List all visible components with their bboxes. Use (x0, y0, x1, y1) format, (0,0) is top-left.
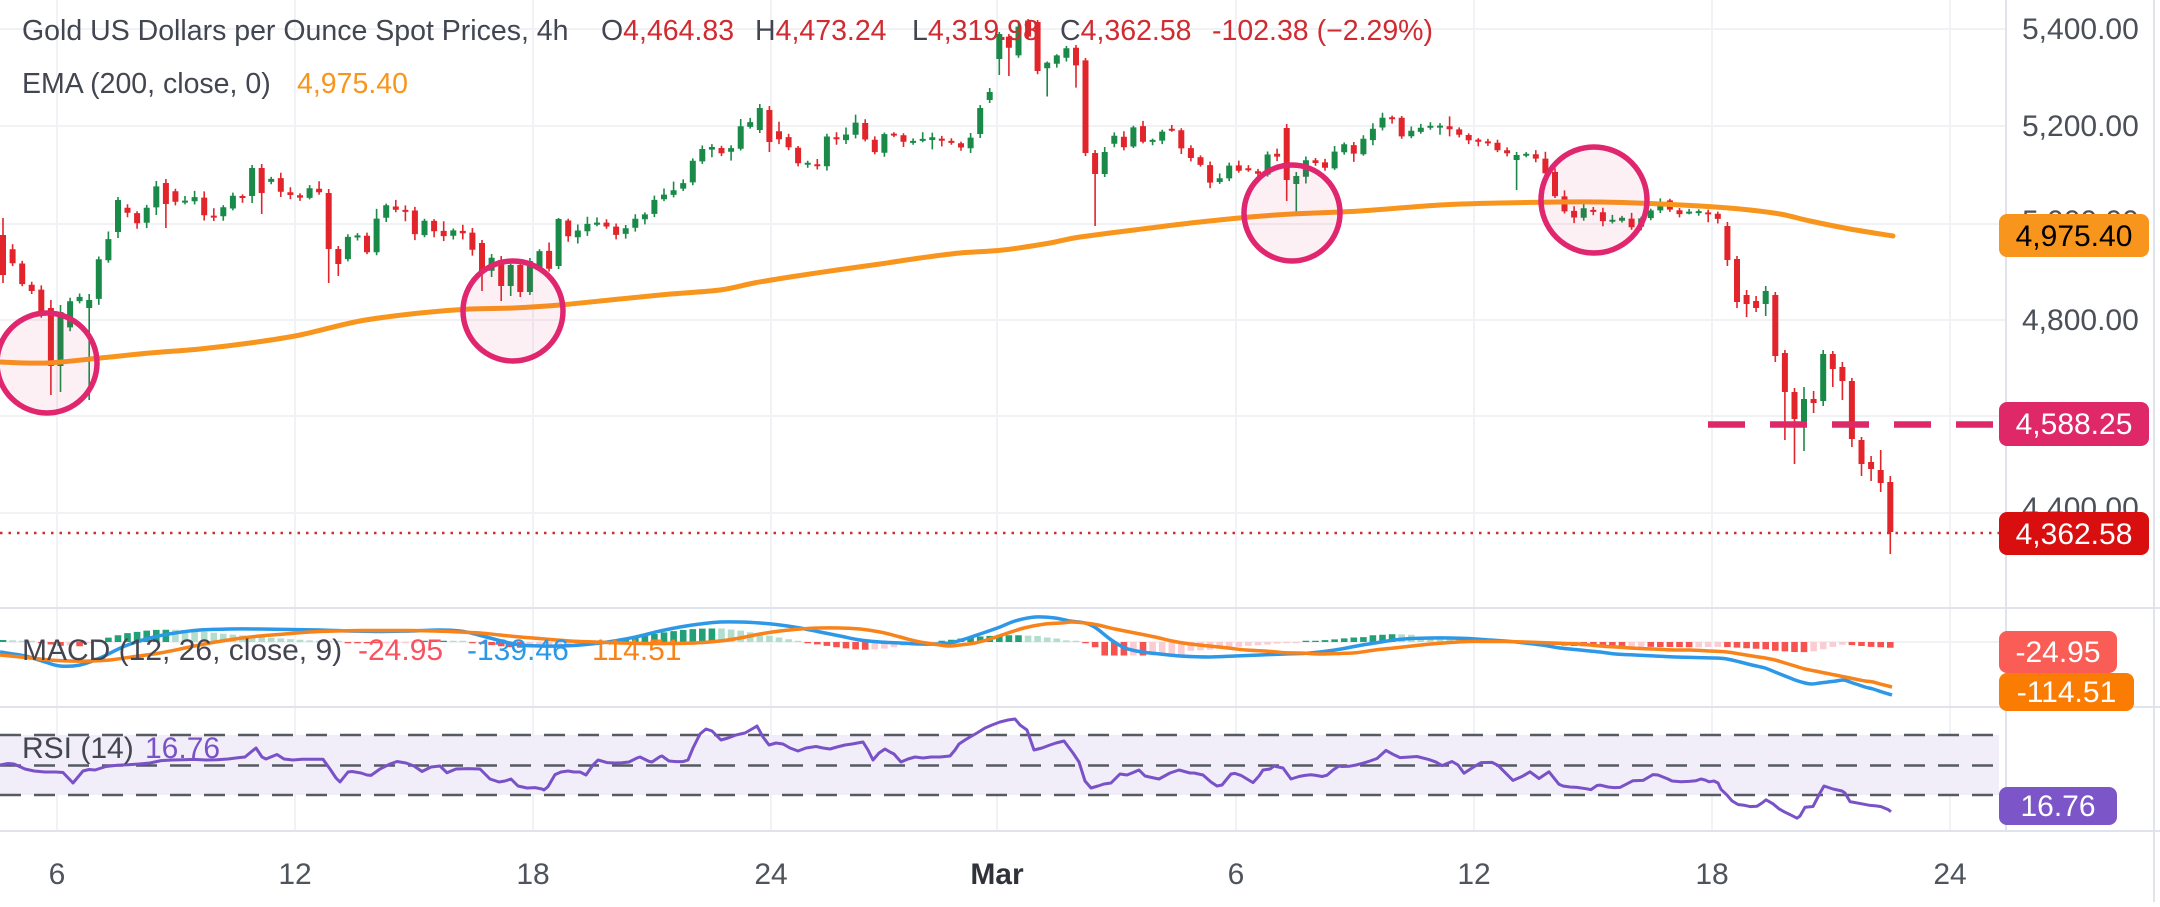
svg-text:12: 12 (1457, 858, 1490, 891)
svg-text:16.76: 16.76 (2020, 790, 2095, 823)
svg-text:4,975.40: 4,975.40 (2016, 220, 2133, 253)
svg-text:-114.51: -114.51 (2017, 676, 2117, 709)
svg-text:18: 18 (1695, 858, 1728, 891)
svg-text:Mar: Mar (970, 858, 1024, 891)
svg-text:Gold US Dollars per Ounce Spot: Gold US Dollars per Ounce Spot Prices, 4… (22, 15, 1433, 47)
svg-text:-24.95: -24.95 (2015, 636, 2100, 669)
svg-text:12: 12 (278, 858, 311, 891)
svg-text:18: 18 (516, 858, 549, 891)
svg-text:5,200.00: 5,200.00 (2022, 110, 2139, 143)
svg-text:4,588.25: 4,588.25 (2016, 408, 2133, 441)
svg-text:24: 24 (754, 858, 787, 891)
svg-text:4,362.58: 4,362.58 (2016, 518, 2133, 551)
svg-text:6: 6 (1228, 858, 1245, 891)
svg-text:EMA (200, close, 0)4,975.40: EMA (200, close, 0) 4,975.40 (22, 68, 408, 100)
svg-text:5,400.00: 5,400.00 (2022, 13, 2139, 46)
svg-text:4,800.00: 4,800.00 (2022, 304, 2139, 337)
svg-text:6: 6 (49, 858, 66, 891)
svg-text:RSI (14)16.76: RSI (14) 16.76 (22, 732, 220, 765)
svg-text:24: 24 (1933, 858, 1966, 891)
